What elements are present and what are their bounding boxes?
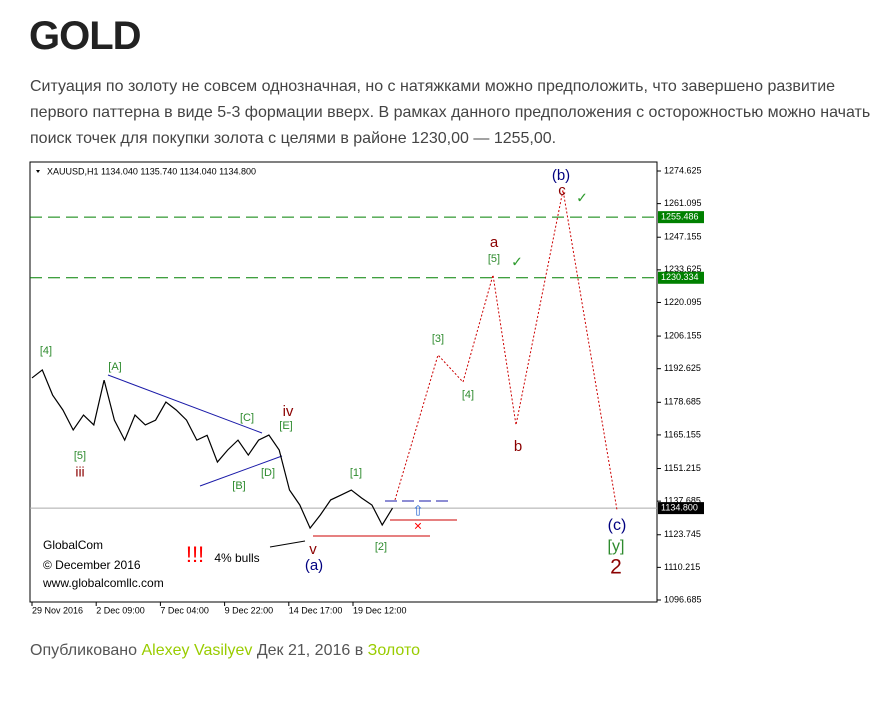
- y-tick-label: 1151.215: [664, 463, 701, 473]
- symbol-marker: [36, 170, 40, 173]
- y-tick-label: 1247.155: [664, 232, 702, 242]
- wave-label: [C]: [240, 412, 254, 424]
- wave-label: iv: [283, 403, 294, 420]
- x-tick-label: 29 Nov 2016: [32, 605, 83, 615]
- y-tick-label: 1178.685: [664, 397, 701, 407]
- wave-label: 2: [610, 556, 622, 579]
- wave-label: [4]: [462, 389, 474, 401]
- wave-label: [E]: [279, 420, 292, 432]
- wave-label: !!!: [186, 542, 204, 567]
- wave-label: [1]: [350, 467, 362, 479]
- post-meta: Опубликовано Alexey Vasilyev Дек 21, 201…: [30, 642, 420, 660]
- level-label: 1230.334: [661, 272, 699, 282]
- x-tick-label: 7 Dec 04:00: [160, 605, 209, 615]
- meta-text: Опубликовано: [30, 642, 138, 659]
- post-text: Ситуация по золоту не совсем однозначная…: [30, 78, 871, 147]
- wave-label: (a): [305, 557, 323, 574]
- plot-frame: [29, 161, 658, 603]
- wave-label: [A]: [108, 361, 121, 373]
- wave-label: [3]: [432, 333, 444, 345]
- level-box: [658, 502, 704, 515]
- wave-label: [5]: [488, 253, 500, 265]
- x-tick-label: 2 Dec 09:00: [96, 605, 145, 615]
- level-label: 1255.486: [661, 212, 699, 222]
- wave-label: www.globalcomllc.com: [42, 576, 164, 590]
- wave-label: b: [514, 438, 522, 455]
- y-tick-label: 1096.685: [664, 594, 702, 604]
- wave-label: [D]: [261, 467, 275, 479]
- wave-label: a: [490, 234, 499, 251]
- y-tick-label: 1220.095: [664, 297, 702, 307]
- x-tick-label: 19 Dec 12:00: [353, 605, 407, 615]
- y-tick-label: 1274.625: [664, 165, 702, 175]
- level-box: [658, 211, 704, 224]
- level-label: 1134.800: [661, 502, 698, 512]
- category-link[interactable]: Золото: [367, 642, 420, 659]
- wave-label: [4]: [40, 345, 52, 357]
- author-link[interactable]: Alexey Vasilyev: [141, 642, 253, 659]
- wave-label: [2]: [375, 541, 387, 553]
- wave-label: ✓: [576, 190, 588, 206]
- y-tick-label: 1206.155: [664, 330, 702, 340]
- y-tick-label: 1233.625: [664, 264, 702, 274]
- wave-label: [y]: [608, 538, 625, 555]
- y-tick-label: 1123.745: [664, 529, 701, 539]
- wave-label: ⇧: [412, 503, 424, 519]
- y-tick-label: 1261.095: [664, 198, 702, 208]
- wave-label: 4% bulls: [214, 551, 259, 565]
- trendline: [107, 374, 263, 434]
- wave-label: iii: [75, 464, 84, 480]
- chart-caption: XAUUSD,H1 1134.040 1135.740 1134.040 113…: [47, 166, 256, 176]
- meta-text: Дек 21, 2016 в: [256, 642, 364, 659]
- wave-label: ×: [414, 518, 422, 534]
- x-tick-label: 9 Dec 22:00: [225, 605, 274, 615]
- y-tick-label: 1192.625: [664, 363, 701, 373]
- wave-label: (c): [608, 517, 627, 534]
- wave-label: [B]: [232, 480, 245, 492]
- wave-label: c: [558, 182, 566, 199]
- y-tick-label: 1165.155: [664, 429, 701, 439]
- wave-label: GlobalCom: [43, 538, 103, 552]
- wave-label: © December 2016: [43, 558, 141, 572]
- wave-label: (b): [552, 167, 570, 184]
- trendline: [199, 455, 283, 487]
- y-tick-label: 1110.215: [664, 562, 700, 572]
- wave-label: ✓: [511, 254, 523, 270]
- x-tick-label: 14 Dec 17:00: [289, 605, 343, 615]
- level-box: [658, 271, 704, 284]
- pointer-line: [269, 540, 306, 548]
- wave-label: v: [309, 541, 317, 558]
- price-line: [31, 369, 394, 530]
- y-tick-label: 1137.685: [664, 496, 701, 506]
- wave-label: [5]: [74, 450, 86, 462]
- post-title: GOLD: [29, 14, 142, 58]
